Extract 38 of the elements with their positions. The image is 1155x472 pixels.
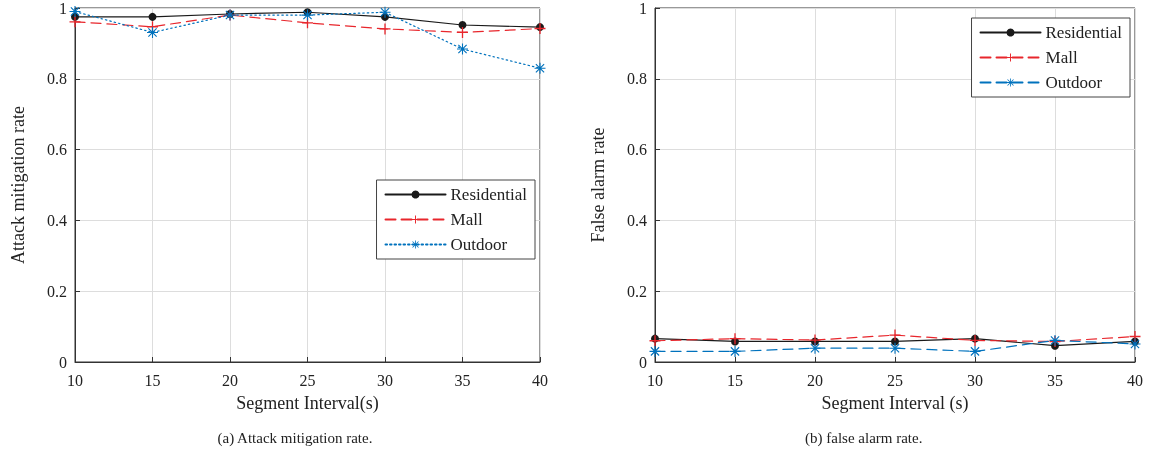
- y-tick-label: 0.4: [627, 211, 647, 229]
- y-tick-label: 0.6: [627, 141, 647, 159]
- legend-label: Outdoor: [1045, 73, 1103, 92]
- y-axis-title: Attack mitigation rate: [8, 106, 28, 264]
- x-tick-label: 20: [807, 371, 823, 389]
- legend-label: Mall: [450, 210, 483, 229]
- x-axis-title: Segment Interval (s): [821, 393, 969, 414]
- y-tick-label: 0: [639, 353, 647, 371]
- text: (a) Attack mitigation rate.: [217, 429, 373, 447]
- legend-label: Mall: [1045, 48, 1078, 67]
- y-tick-label: 0: [59, 353, 67, 371]
- y-axis-title: False alarm rate: [588, 127, 608, 243]
- x-tick-label: 35: [454, 371, 471, 389]
- legend-label: Outdoor: [450, 235, 508, 254]
- y-tick-label: 1: [639, 0, 647, 17]
- x-tick-label: 25: [887, 371, 903, 389]
- x-tick-label: 15: [727, 371, 743, 389]
- legend-label: Residential: [450, 185, 528, 204]
- x-tick-label: 25: [299, 371, 316, 389]
- y-tick-label: 0.8: [47, 70, 67, 88]
- y-tick-label: 1: [59, 0, 67, 17]
- x-tick-label: 35: [1047, 371, 1063, 389]
- y-tick-label: 0.2: [627, 282, 647, 300]
- y-tick-label: 0.6: [47, 141, 67, 159]
- y-tick-label: 0.4: [47, 211, 67, 229]
- x-tick-label: 40: [532, 371, 548, 389]
- y-tick-label: 0.2: [47, 282, 67, 300]
- y-tick-label: 0.8: [627, 70, 647, 88]
- text: (b) false alarm rate.: [805, 429, 923, 447]
- x-axis-title: Segment Interval(s): [236, 393, 379, 414]
- legend-label: Residential: [1045, 23, 1123, 42]
- x-tick-label: 40: [1127, 371, 1143, 389]
- x-tick-label: 30: [377, 371, 393, 389]
- x-tick-label: 10: [67, 371, 83, 389]
- x-tick-label: 30: [967, 371, 983, 389]
- x-tick-label: 10: [647, 371, 663, 389]
- x-tick-label: 20: [222, 371, 238, 389]
- x-tick-label: 15: [144, 371, 161, 389]
